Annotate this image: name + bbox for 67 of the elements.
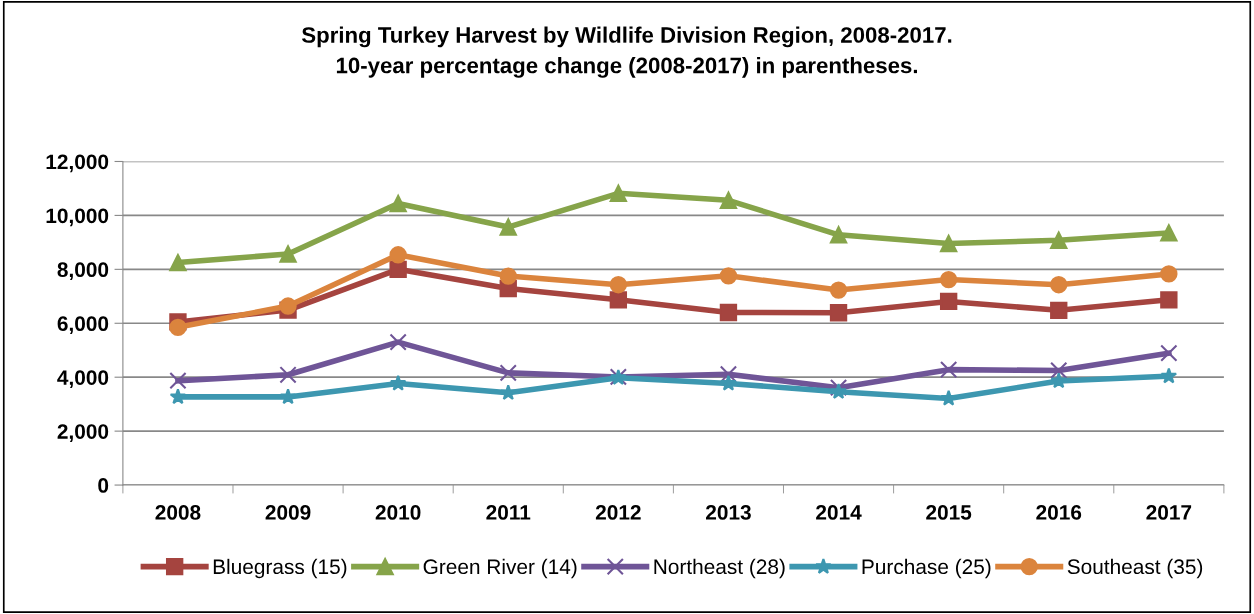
y-tick-label: 8,000	[57, 262, 109, 281]
point	[719, 303, 738, 322]
chart-title: Spring Turkey Harvest by Wildlife Division Region, 2008-2017. 10-year percentage change (2008-2017) in parentheses.	[301, 26, 952, 78]
x-tick-label: 2008	[155, 505, 201, 520]
legend-label: Green River (14)	[423, 558, 577, 579]
legend-label: Purchase (25)	[862, 558, 991, 579]
point	[389, 194, 407, 213]
point	[499, 218, 517, 236]
y-tick-label: 12,000	[46, 154, 109, 173]
point	[719, 365, 738, 383]
x-tick-label: 2015	[926, 505, 972, 520]
point	[1160, 344, 1178, 362]
point	[1050, 301, 1068, 320]
x-tick-label: 2013	[706, 505, 751, 520]
x-tick-label: 2010	[375, 505, 421, 520]
point	[1160, 224, 1178, 242]
point	[1050, 372, 1068, 389]
x-tick-label: 2014	[816, 505, 862, 520]
y-tick-label: 6,000	[57, 316, 109, 335]
point	[939, 270, 958, 289]
point	[279, 245, 297, 263]
x-tick-label: 2011	[486, 505, 531, 520]
y-tick-label: 10,000	[46, 208, 109, 227]
legend-label: Southeast (35)	[1067, 558, 1203, 579]
point	[279, 297, 297, 315]
point	[939, 292, 958, 311]
x-tick-label: 2012	[595, 505, 641, 520]
y-tick-label: 4,000	[57, 370, 109, 388]
point	[829, 281, 848, 299]
point	[719, 267, 738, 285]
point	[169, 253, 187, 272]
x-tick-label: 2017	[1146, 505, 1192, 520]
point	[609, 276, 628, 294]
point	[939, 234, 958, 253]
point	[830, 383, 847, 399]
point	[499, 364, 517, 382]
point	[1050, 231, 1068, 249]
point	[169, 372, 187, 390]
point	[1160, 367, 1178, 384]
point	[1050, 276, 1068, 294]
point	[1050, 361, 1068, 380]
point	[389, 246, 407, 264]
x-tick-label: 2016	[1036, 505, 1082, 520]
point	[939, 360, 958, 379]
point	[609, 184, 628, 202]
y-tick-label: 2,000	[57, 424, 109, 442]
point	[169, 318, 187, 336]
point	[1160, 291, 1178, 309]
point	[389, 333, 407, 351]
point	[499, 384, 517, 401]
point	[279, 366, 297, 384]
legend-label: Bluegrass (15)	[213, 558, 347, 579]
point	[829, 226, 848, 244]
point	[609, 291, 628, 309]
point	[389, 374, 407, 391]
point	[389, 260, 407, 279]
legend-label: Northeast (28)	[654, 558, 785, 579]
point	[279, 388, 297, 405]
point	[719, 191, 738, 209]
point	[829, 379, 848, 397]
point	[720, 374, 737, 391]
point	[829, 304, 848, 322]
point	[499, 267, 517, 285]
point	[169, 388, 187, 405]
y-tick-label: 0	[98, 478, 109, 493]
point	[1160, 265, 1178, 283]
x-tick-label: 2009	[265, 505, 311, 520]
